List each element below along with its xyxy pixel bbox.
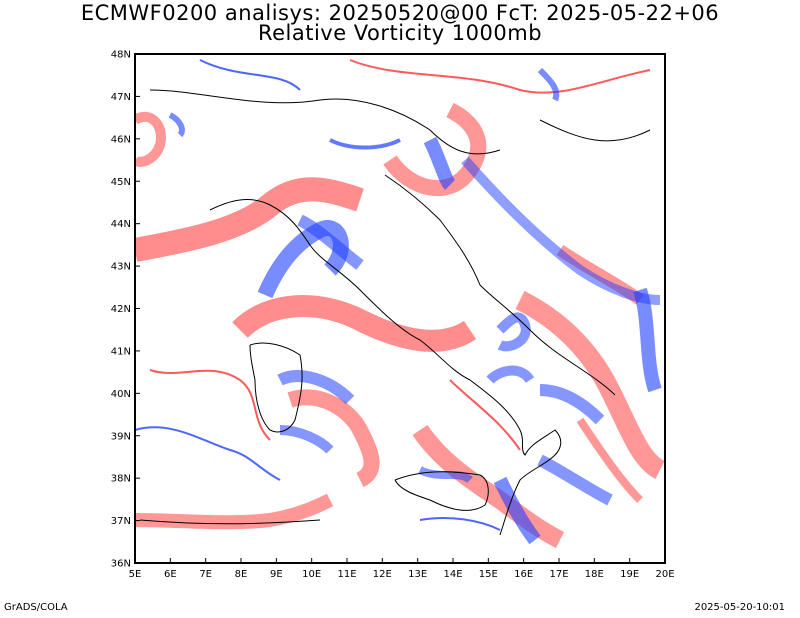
lon-label: 13E [408,569,427,580]
lat-label: 47N [111,92,131,103]
lon-label: 9E [270,569,283,580]
lat-label: 40N [111,389,131,400]
lon-label: 12E [373,569,392,580]
positive-vorticity-contours [135,59,665,549]
title-line-2: Relative Vorticity 1000mb [257,21,543,45]
lat-label: 38N [111,474,131,485]
lon-label: 6E [164,569,177,580]
lon-label: 8E [235,569,248,580]
lat-label: 45N [111,177,131,188]
lon-label: 16E [514,569,533,580]
lon-label: 7E [199,569,212,580]
lat-label: 39N [111,431,131,442]
lat-label: 46N [111,134,131,145]
contour-field [135,59,665,549]
lat-label: 42N [111,304,131,315]
lon-label: 19E [620,569,639,580]
lon-label: 15E [479,569,498,580]
lat-label: 44N [111,219,131,230]
coastlines [139,89,651,536]
lat-label: 48N [111,50,131,61]
lat-label: 36N [111,559,131,570]
lon-label: 14E [443,569,462,580]
lat-label: 41N [111,346,131,357]
footer-credit: GrADS/COLA [4,602,68,613]
lat-label: 37N [111,516,131,527]
title-line-1: ECMWF0200 analisys: 20250520@00 FcT: 202… [80,1,720,25]
footer-timestamp: 2025-05-20-10:01 [694,602,785,613]
lon-label: 10E [302,569,321,580]
lon-label: 11E [337,569,356,580]
axis-ticks: 48N 47N 46N 45N 44N 43N 42N 41N 40N 39N 38N 37N 36N5… [111,50,675,581]
lon-label: 17E [549,569,568,580]
lat-label: 43N [111,262,131,273]
lon-label: 5E [129,569,142,580]
lon-label: 18E [585,569,604,580]
negative-vorticity-contours [135,59,662,545]
lon-label: 20E [655,569,674,580]
